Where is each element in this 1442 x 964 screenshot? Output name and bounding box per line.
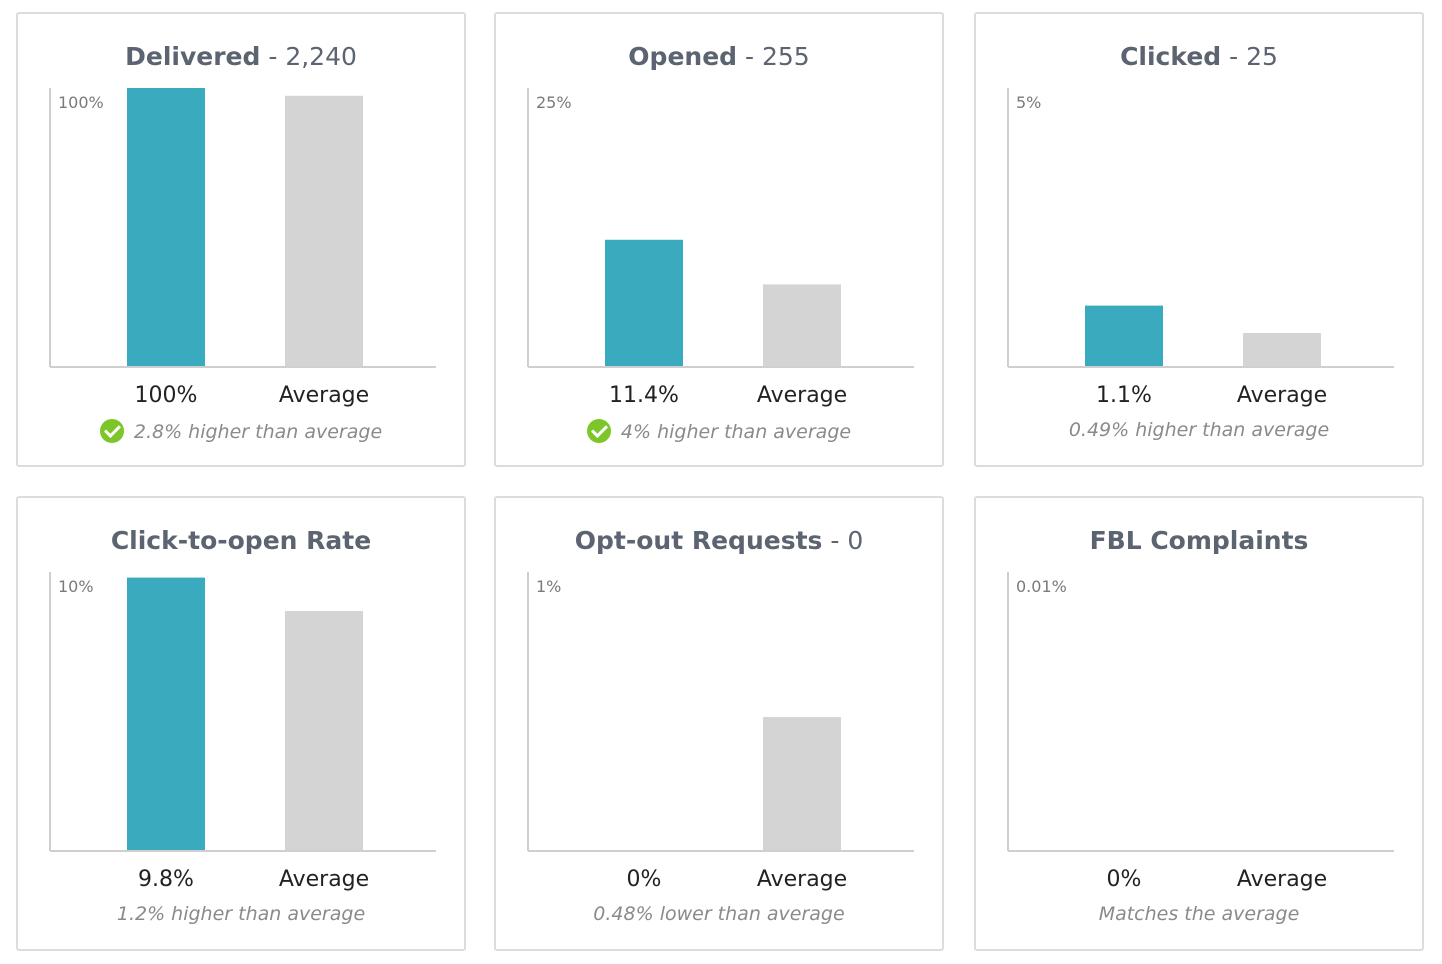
y-axis-max-label: 1% <box>536 577 561 596</box>
campaign-bar-label: 0% <box>627 867 662 892</box>
comparison-note: 2.8% higher than average <box>18 419 464 443</box>
campaign-bar <box>127 88 205 367</box>
comparison-text: 0.48% lower than average <box>593 903 845 925</box>
card-title: Opt-out Requests - 0 <box>496 526 942 555</box>
average-bar-label: Average <box>279 383 369 408</box>
bar-chart: 10% 9.8% Average <box>49 572 436 892</box>
card-title-label: Opened <box>628 42 738 71</box>
card-title-value: 2,240 <box>285 42 357 71</box>
campaign-bar-label: 9.8% <box>138 867 194 892</box>
card-title: Opened - 255 <box>496 42 942 71</box>
metric-card-delivered: Delivered - 2,240 100% 100% Average 2.8% hig… <box>16 12 466 467</box>
campaign-bar-label: 100% <box>135 383 198 408</box>
comparison-note: 0.49% higher than average <box>976 419 1422 441</box>
campaign-bar-label: 1.1% <box>1096 383 1152 408</box>
bar-chart: 100% 100% Average <box>49 88 436 408</box>
card-title-separator: - <box>737 42 762 71</box>
y-axis-max-label: 10% <box>58 577 94 596</box>
card-title-value: 255 <box>761 42 810 71</box>
card-title: Delivered - 2,240 <box>18 42 464 71</box>
comparison-note: Matches the average <box>976 903 1422 925</box>
card-title-label: Clicked <box>1120 42 1222 71</box>
card-title-label: Click-to-open Rate <box>110 526 372 555</box>
comparison-note: 4% higher than average <box>496 419 942 443</box>
metric-card-opt-out-requests: Opt-out Requests - 0 1% 0% Average 0.48% low… <box>494 496 944 951</box>
check-circle-icon <box>99 419 124 443</box>
average-bar <box>763 284 841 367</box>
metric-card-click-to-open-rate: Click-to-open Rate 10% 9.8% Average 1.2% hig… <box>16 496 466 951</box>
card-title-label: FBL Complaints <box>1089 526 1309 555</box>
comparison-text: 2.8% higher than average <box>133 421 383 443</box>
y-axis-max-label: 25% <box>536 93 572 112</box>
card-title-separator: - <box>822 526 848 555</box>
card-title: Clicked - 25 <box>976 42 1422 71</box>
bar-chart: 0.01% 0% Average <box>1007 572 1394 892</box>
comparison-text: 0.49% higher than average <box>1068 419 1330 441</box>
y-axis-max-label: 5% <box>1016 93 1041 112</box>
y-axis-max-label: 0.01% <box>1016 577 1067 596</box>
bar-chart: 1% 0% Average <box>527 572 914 892</box>
campaign-bar <box>1085 305 1163 367</box>
average-bar-label: Average <box>1237 383 1327 408</box>
campaign-bar-label: 11.4% <box>609 383 679 408</box>
card-title-separator: - <box>260 42 286 71</box>
check-circle-icon <box>586 419 611 443</box>
bar-chart: 5% 1.1% Average <box>1007 88 1394 408</box>
average-bar-label: Average <box>757 867 847 892</box>
card-title: FBL Complaints <box>976 526 1422 555</box>
average-bar <box>1243 332 1321 367</box>
campaign-bar <box>605 239 683 367</box>
card-title-value: 0 <box>847 526 864 555</box>
card-title: Click-to-open Rate <box>18 526 464 555</box>
metric-card-clicked: Clicked - 25 5% 1.1% Average 0.49% higher th… <box>974 12 1424 467</box>
average-bar-label: Average <box>279 867 369 892</box>
card-title-value: 25 <box>1246 42 1278 71</box>
card-title-label: Opt-out Requests <box>574 526 823 555</box>
metric-card-fbl-complaints: FBL Complaints 0.01% 0% Average Matches the … <box>974 496 1424 951</box>
average-bar <box>285 611 363 851</box>
metric-card-opened: Opened - 255 25% 11.4% Average 4% higher tha… <box>494 12 944 467</box>
average-bar <box>763 717 841 851</box>
card-title-label: Delivered <box>125 42 261 71</box>
campaign-bar-label: 0% <box>1107 867 1142 892</box>
comparison-note: 0.48% lower than average <box>496 903 942 925</box>
comparison-text: 4% higher than average <box>620 421 852 443</box>
comparison-text: Matches the average <box>1098 903 1300 925</box>
comparison-note: 1.2% higher than average <box>18 903 464 925</box>
average-bar <box>285 95 363 367</box>
average-bar-label: Average <box>757 383 847 408</box>
average-bar-label: Average <box>1237 867 1327 892</box>
y-axis-max-label: 100% <box>58 93 104 112</box>
bar-chart: 25% 11.4% Average <box>527 88 914 408</box>
comparison-text: 1.2% higher than average <box>116 903 366 925</box>
campaign-bar <box>127 577 205 851</box>
card-title-separator: - <box>1221 42 1247 71</box>
